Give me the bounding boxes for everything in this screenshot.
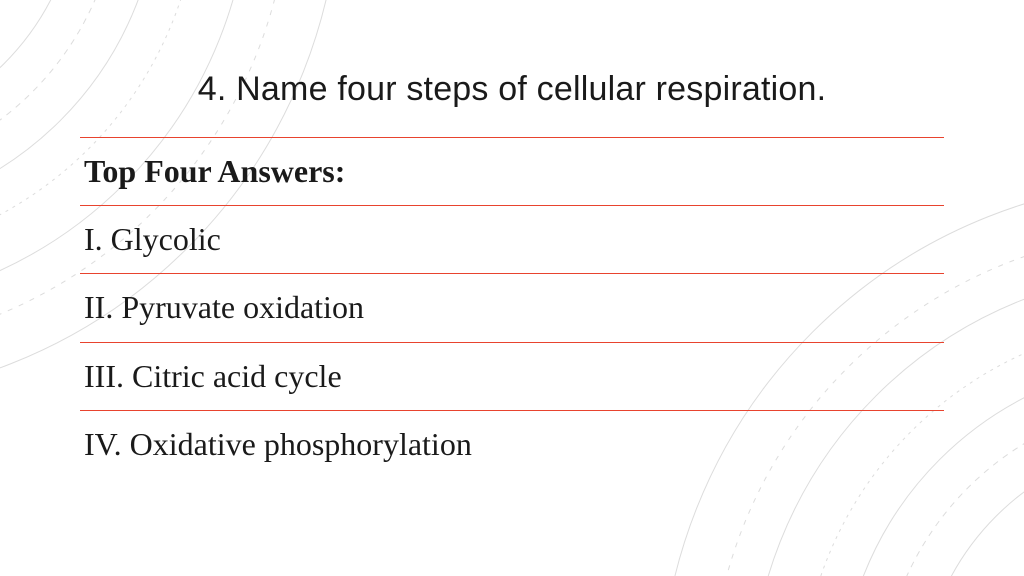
- question-title: 4. Name four steps of cellular respirati…: [80, 70, 944, 109]
- answer-row: IV. Oxidative phosphorylation: [80, 410, 944, 478]
- slide-content: 4. Name four steps of cellular respirati…: [0, 0, 1024, 576]
- answers-table: Top Four Answers: I. Glycolic II. Pyruva…: [80, 137, 944, 478]
- answers-header: Top Four Answers:: [80, 137, 944, 205]
- answer-row: II. Pyruvate oxidation: [80, 273, 944, 341]
- answer-row: III. Citric acid cycle: [80, 342, 944, 410]
- answer-row: I. Glycolic: [80, 205, 944, 273]
